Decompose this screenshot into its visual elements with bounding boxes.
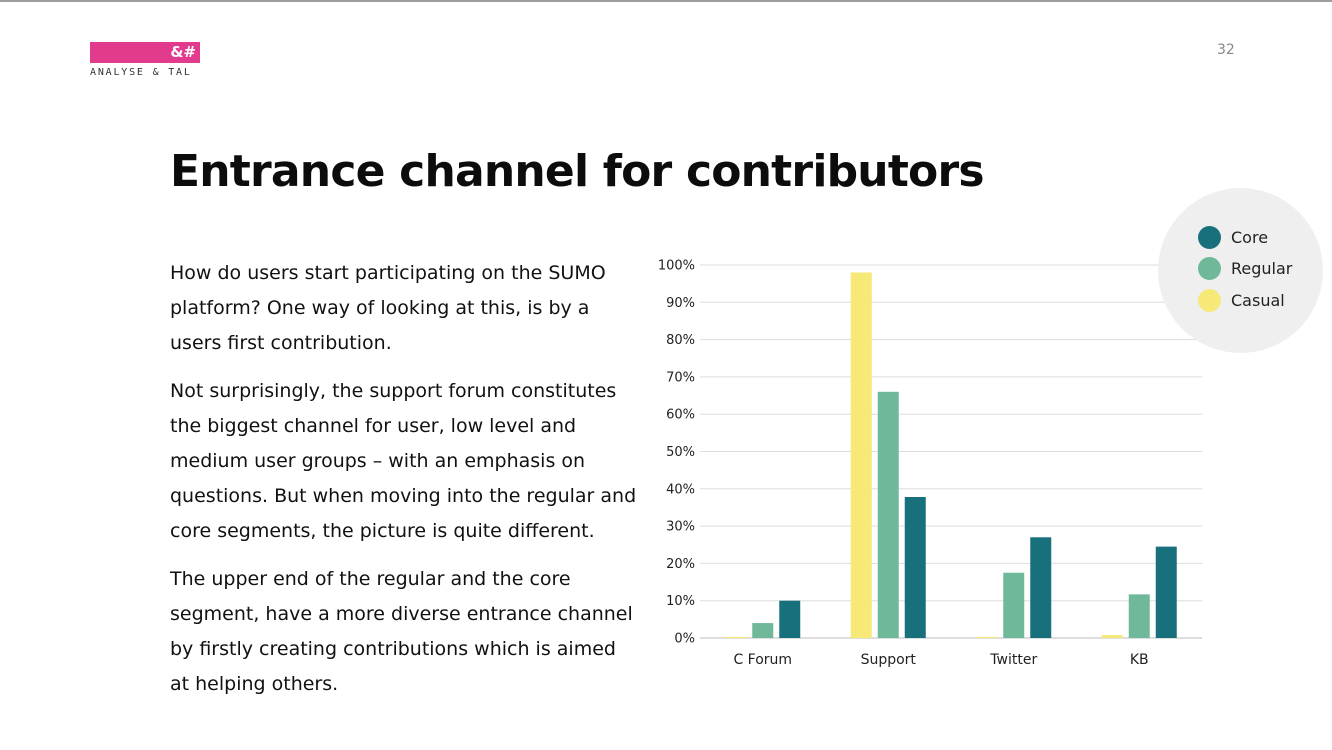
bar-casual-c-forum bbox=[725, 636, 747, 638]
bar-core-c-forum bbox=[779, 600, 801, 638]
y-tick-label: 60% bbox=[666, 408, 695, 423]
y-axis-ticks: 0% 10% 20% 30% 40% 50% 60% 70% 80% 90% 100% bbox=[658, 259, 695, 647]
y-tick-label: 80% bbox=[666, 333, 695, 348]
x-category-label: C Forum bbox=[733, 652, 792, 668]
bar-casual-twitter bbox=[976, 636, 998, 638]
bar-chart: 0% 10% 20% 30% 40% 50% 60% 70% 80% 90% 100% C Foru… bbox=[658, 259, 1202, 668]
y-tick-label: 10% bbox=[666, 594, 695, 609]
x-category-label: Support bbox=[861, 652, 917, 668]
bar-core-kb bbox=[1155, 546, 1177, 638]
logo-mark: &# bbox=[170, 43, 196, 61]
bar-regular-support bbox=[877, 391, 899, 638]
grid-layer bbox=[700, 264, 1202, 639]
bar-core-twitter bbox=[1030, 537, 1052, 638]
y-tick-label: 30% bbox=[666, 520, 695, 535]
legend-label: Core bbox=[1231, 227, 1269, 247]
x-axis-categories: C Forum Support Twitter KB bbox=[733, 652, 1148, 668]
y-tick-label: 50% bbox=[666, 445, 695, 460]
y-tick-label: 40% bbox=[666, 482, 695, 497]
body-text: How do users start participating on the … bbox=[170, 256, 640, 715]
logo-bar: &# bbox=[90, 42, 200, 63]
slide-title: Entrance channel for contributors bbox=[170, 146, 985, 197]
top-rule bbox=[0, 0, 1332, 2]
x-category-label: KB bbox=[1130, 652, 1149, 668]
legend-item-core: Core bbox=[1198, 225, 1268, 249]
bars-layer bbox=[725, 272, 1177, 638]
y-tick-label: 90% bbox=[666, 296, 695, 311]
y-tick-label: 70% bbox=[666, 370, 695, 385]
legend-label: Casual bbox=[1231, 290, 1285, 310]
legend-swatch bbox=[1198, 225, 1221, 249]
bar-regular-kb bbox=[1128, 594, 1150, 638]
y-tick-label: 20% bbox=[666, 557, 695, 572]
page-number: 32 bbox=[1217, 42, 1235, 58]
bar-casual-kb bbox=[1101, 635, 1123, 638]
bar-casual-support bbox=[850, 272, 872, 638]
bar-regular-c-forum bbox=[752, 623, 774, 638]
y-tick-label: 0% bbox=[674, 632, 695, 647]
legend-swatch bbox=[1198, 288, 1221, 312]
legend-item-casual: Casual bbox=[1198, 288, 1285, 312]
legend-item-regular: Regular bbox=[1198, 257, 1292, 281]
x-category-label: Twitter bbox=[989, 652, 1037, 668]
bar-regular-twitter bbox=[1003, 572, 1025, 638]
paragraph-1: How do users start participating on the … bbox=[170, 262, 606, 354]
legend-label: Regular bbox=[1231, 259, 1293, 278]
y-tick-label: 100% bbox=[658, 259, 695, 274]
paragraph-3: The upper end of the regular and the cor… bbox=[170, 568, 633, 695]
bar-core-support bbox=[904, 497, 926, 638]
chart-legend: Core Regular Casual bbox=[1158, 188, 1323, 353]
brand-logo: &# ANALYSE & TAL bbox=[90, 42, 202, 82]
legend-swatch bbox=[1198, 257, 1221, 280]
paragraph-2: Not surprisingly, the support forum cons… bbox=[170, 380, 637, 542]
logo-text: ANALYSE & TAL bbox=[90, 67, 192, 78]
